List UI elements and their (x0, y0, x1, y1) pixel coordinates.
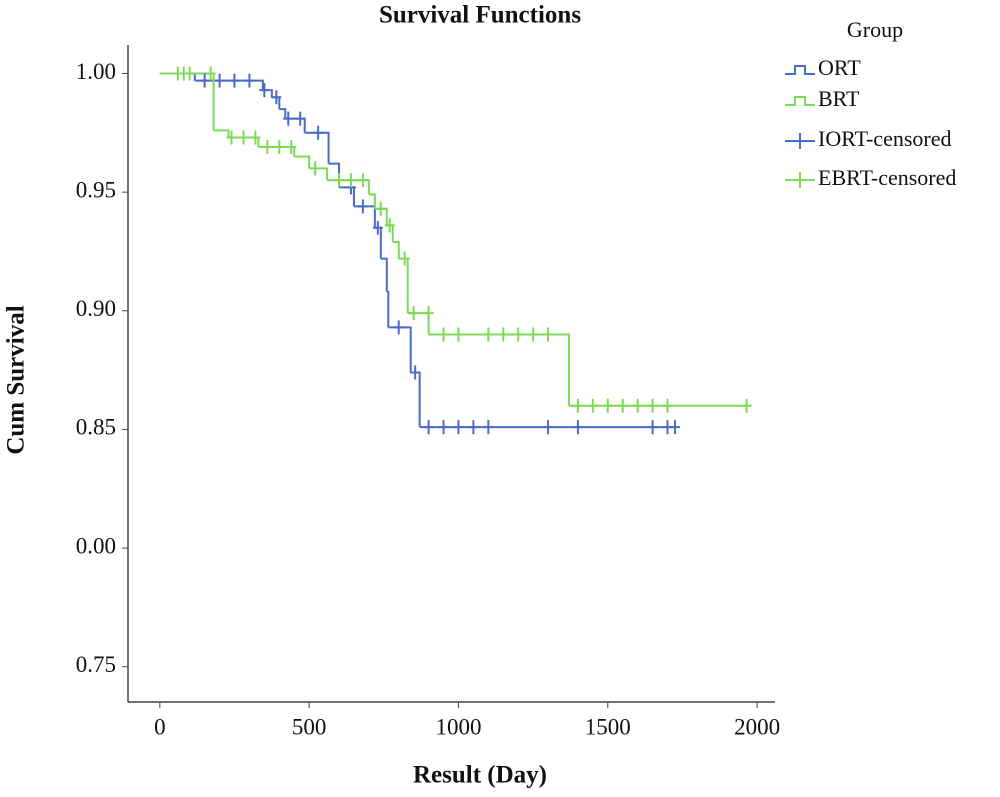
survival-step (294, 155, 311, 169)
censor-mark (250, 130, 261, 145)
censor-mark (357, 199, 368, 214)
y-tick-label: 0.85 (76, 415, 116, 440)
censor-mark (498, 327, 509, 342)
censor-mark (313, 125, 324, 140)
censor-mark (572, 420, 583, 435)
censor-mark (214, 73, 225, 88)
censor-mark (647, 420, 658, 435)
x-tick-label: 1500 (585, 714, 631, 739)
censor-mark (238, 130, 249, 145)
legend-label: ORT (818, 55, 861, 80)
censor-mark (274, 140, 285, 155)
survival-step (368, 193, 376, 209)
y-tick-label: 0.75 (76, 652, 116, 677)
legend-swatch (785, 172, 815, 188)
censor-mark (375, 201, 386, 216)
censor-mark (226, 130, 237, 145)
survival-step (328, 162, 341, 188)
censor-mark (259, 83, 270, 98)
censor-mark (345, 173, 356, 188)
censor-mark (572, 398, 583, 413)
censor-mark (393, 320, 404, 335)
censor-mark (229, 73, 240, 88)
censor-mark (295, 111, 306, 126)
survival-step (398, 257, 409, 314)
survival-step (386, 290, 390, 328)
censor-mark (483, 327, 494, 342)
censor-mark (408, 306, 419, 321)
censor-mark (184, 66, 195, 81)
censor-mark (205, 66, 216, 81)
censor-mark (244, 73, 255, 88)
survival-step (309, 167, 329, 181)
x-tick-label: 1000 (435, 714, 481, 739)
censor-mark (271, 90, 282, 105)
survival-step (258, 146, 296, 157)
censor-mark (438, 420, 449, 435)
survival-step (213, 129, 230, 138)
censor-mark (543, 420, 554, 435)
censor-mark (283, 111, 294, 126)
censor-mark (632, 398, 643, 413)
censor-mark (423, 420, 434, 435)
censor-mark (602, 398, 613, 413)
censor-mark (334, 173, 345, 188)
x-axis-label: Result (Day) (413, 762, 547, 789)
survival-step (304, 131, 330, 164)
survival-step (392, 240, 400, 259)
censor-mark (286, 140, 297, 155)
censor-mark (741, 398, 752, 413)
survival-step (353, 205, 376, 228)
censor-mark (543, 327, 554, 342)
censor-mark (647, 398, 658, 413)
legend-label: IORT-censored (818, 126, 952, 151)
x-tick-label: 0 (154, 714, 166, 739)
censor-mark (669, 420, 680, 435)
censor-mark (513, 327, 524, 342)
censor-mark (423, 306, 434, 321)
legend-swatch (785, 65, 815, 75)
legend-swatch (785, 133, 815, 149)
censor-mark (617, 398, 628, 413)
censor-mark (410, 365, 421, 380)
censor-mark (438, 327, 449, 342)
censor-mark (468, 420, 479, 435)
y-tick-label: 0.00 (76, 533, 116, 558)
legend-title: Group (847, 17, 903, 42)
legend-swatch (785, 96, 815, 106)
x-tick-label: 500 (292, 714, 327, 739)
censor-mark (310, 161, 321, 176)
censor-mark (384, 218, 395, 233)
survival-step (380, 257, 388, 292)
censor-mark (357, 173, 368, 188)
legend-label: EBRT-censored (818, 165, 956, 190)
censor-mark (483, 420, 494, 435)
censor-mark (262, 140, 273, 155)
censor-mark (662, 398, 673, 413)
censor-mark (453, 420, 464, 435)
y-tick-label: 0.95 (76, 177, 116, 202)
censor-mark (587, 398, 598, 413)
y-tick-label: 1.00 (76, 59, 116, 84)
censor-mark (399, 251, 410, 266)
survival-step (279, 108, 287, 119)
survival-step (428, 333, 570, 406)
x-tick-label: 2000 (734, 714, 780, 739)
censor-mark (453, 327, 464, 342)
censor-mark (372, 220, 383, 235)
y-axis-label: Cum Survival (3, 305, 30, 454)
legend-label: BRT (818, 86, 860, 111)
censor-mark (199, 73, 210, 88)
censor-mark (528, 327, 539, 342)
survival-step (410, 371, 421, 428)
y-tick-label: 0.90 (76, 296, 116, 321)
chart-title: Survival Functions (379, 2, 581, 29)
